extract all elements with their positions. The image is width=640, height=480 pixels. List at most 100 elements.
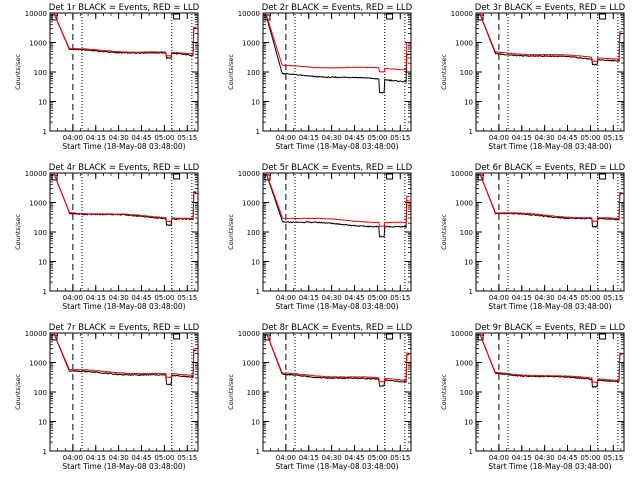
lld-series-line bbox=[265, 333, 410, 383]
y-tick-label: 10000 bbox=[238, 330, 260, 338]
x-tick-label: 05:00 bbox=[580, 294, 600, 302]
lld-series-line bbox=[265, 13, 410, 73]
y-axis-label: Counts/sec bbox=[14, 54, 22, 90]
lld-series-line bbox=[53, 173, 197, 223]
y-tick-label: 10 bbox=[464, 259, 473, 267]
plot-frame bbox=[475, 172, 625, 292]
y-tick-label: 1000 bbox=[242, 200, 260, 208]
panel-det-3: Det 3r BLACK = Events, RED = LLD 1 10 100 10… bbox=[440, 3, 626, 151]
x-tick-label: 05:15 bbox=[390, 294, 410, 302]
x-axis-label: Start Time (18-May-08 03:48:00) bbox=[488, 302, 611, 311]
x-tick-label: 04:30 bbox=[535, 454, 555, 462]
events-series-line bbox=[265, 333, 410, 387]
flag-marker bbox=[386, 173, 394, 180]
y-tick-label: 1 bbox=[43, 448, 47, 456]
y-tick-label: 1 bbox=[256, 288, 260, 296]
panel-det-9: Det 9r BLACK = Events, RED = LLD 1 10 100 10… bbox=[440, 323, 626, 471]
plot-frame bbox=[49, 332, 199, 452]
panel-det-4: Det 4r BLACK = Events, RED = LLD 1 10 100 10… bbox=[14, 163, 200, 311]
y-tick-label: 1 bbox=[43, 288, 47, 296]
y-tick-label: 1 bbox=[469, 288, 473, 296]
y-tick-label: 100 bbox=[34, 229, 47, 237]
flag-marker bbox=[386, 13, 394, 20]
y-tick-label: 10 bbox=[251, 419, 260, 427]
x-tick-label: 04:45 bbox=[344, 134, 364, 142]
flag-marker bbox=[173, 173, 181, 180]
x-tick-label: 04:00 bbox=[489, 134, 509, 142]
x-tick-label: 04:45 bbox=[344, 454, 364, 462]
panel-title: Det 5r BLACK = Events, RED = LLD bbox=[262, 163, 413, 173]
panel-det-8: Det 8r BLACK = Events, RED = LLD 1 10 100 10… bbox=[227, 323, 413, 471]
x-tick-label: 05:15 bbox=[390, 454, 410, 462]
x-tick-label: 04:45 bbox=[557, 454, 577, 462]
x-tick-label: 04:15 bbox=[86, 454, 106, 462]
x-tick-label: 04:00 bbox=[63, 454, 83, 462]
y-axis-label: Counts/sec bbox=[440, 54, 448, 90]
events-series-line bbox=[478, 13, 623, 66]
x-tick-label: 05:00 bbox=[367, 294, 387, 302]
y-tick-label: 10 bbox=[464, 419, 473, 427]
events-series-line bbox=[264, 13, 410, 94]
panel-title: Det 9r BLACK = Events, RED = LLD bbox=[475, 323, 626, 333]
panel-det-6: Det 6r BLACK = Events, RED = LLD 1 10 100 10… bbox=[440, 163, 626, 311]
y-tick-label: 10000 bbox=[25, 330, 47, 338]
panel-title: Det 7r BLACK = Events, RED = LLD bbox=[49, 323, 200, 333]
x-axis-label: Start Time (18-May-08 03:48:00) bbox=[62, 462, 185, 471]
x-axis-label: Start Time (18-May-08 03:48:00) bbox=[275, 462, 398, 471]
x-tick-label: 04:30 bbox=[109, 134, 129, 142]
x-tick-label: 04:00 bbox=[276, 294, 296, 302]
x-axis-label: Start Time (18-May-08 03:48:00) bbox=[488, 142, 611, 151]
x-tick-label: 05:15 bbox=[177, 454, 197, 462]
x-tick-label: 04:00 bbox=[63, 134, 83, 142]
y-tick-label: 1 bbox=[469, 128, 473, 136]
x-tick-label: 05:15 bbox=[603, 454, 623, 462]
y-tick-label: 10000 bbox=[238, 10, 260, 18]
lld-series-line bbox=[479, 13, 623, 62]
panel-title: Det 4r BLACK = Events, RED = LLD bbox=[49, 163, 200, 173]
y-axis-label: Counts/sec bbox=[227, 374, 235, 410]
panel-title: Det 1r BLACK = Events, RED = LLD bbox=[49, 3, 200, 13]
x-tick-label: 04:45 bbox=[131, 454, 151, 462]
x-tick-label: 05:15 bbox=[603, 134, 623, 142]
x-tick-label: 04:30 bbox=[535, 294, 555, 302]
x-axis-label: Start Time (18-May-08 03:48:00) bbox=[62, 302, 185, 311]
y-tick-label: 100 bbox=[34, 389, 47, 397]
y-tick-label: 1000 bbox=[242, 360, 260, 368]
x-tick-label: 05:00 bbox=[154, 134, 174, 142]
flag-marker bbox=[264, 174, 271, 181]
x-tick-label: 04:00 bbox=[276, 134, 296, 142]
panel-det-5: Det 5r BLACK = Events, RED = LLD 1 10 100 10… bbox=[227, 163, 413, 311]
plot-frame bbox=[262, 12, 412, 132]
flag-marker bbox=[599, 173, 607, 180]
y-tick-label: 100 bbox=[247, 229, 260, 237]
x-tick-label: 04:30 bbox=[322, 294, 342, 302]
x-tick-label: 05:00 bbox=[367, 134, 387, 142]
y-tick-label: 10000 bbox=[238, 170, 260, 178]
y-tick-label: 100 bbox=[460, 389, 473, 397]
x-tick-label: 04:15 bbox=[299, 294, 319, 302]
y-tick-label: 10 bbox=[251, 99, 260, 107]
x-tick-label: 05:15 bbox=[177, 134, 197, 142]
y-tick-label: 100 bbox=[460, 69, 473, 77]
x-tick-label: 04:30 bbox=[535, 134, 555, 142]
y-axis-label: Counts/sec bbox=[227, 214, 235, 250]
y-axis-label: Counts/sec bbox=[227, 54, 235, 90]
events-series-line bbox=[265, 173, 410, 238]
x-tick-label: 05:00 bbox=[154, 454, 174, 462]
plot-frame bbox=[475, 12, 625, 132]
y-tick-label: 10 bbox=[38, 99, 47, 107]
y-tick-label: 100 bbox=[247, 69, 260, 77]
events-series-line bbox=[53, 333, 197, 386]
x-tick-label: 05:15 bbox=[177, 294, 197, 302]
x-tick-label: 04:45 bbox=[557, 294, 577, 302]
x-tick-label: 05:15 bbox=[603, 294, 623, 302]
y-tick-label: 10000 bbox=[25, 10, 47, 18]
y-tick-label: 1 bbox=[256, 448, 260, 456]
y-tick-label: 10 bbox=[464, 99, 473, 107]
x-axis-label: Start Time (18-May-08 03:48:00) bbox=[488, 462, 611, 471]
panel-det-7: Det 7r BLACK = Events, RED = LLD 1 10 100 10… bbox=[14, 323, 200, 471]
y-tick-label: 1000 bbox=[455, 40, 473, 48]
flag-marker bbox=[599, 333, 607, 340]
x-tick-label: 04:45 bbox=[131, 294, 151, 302]
y-tick-label: 10000 bbox=[451, 170, 473, 178]
